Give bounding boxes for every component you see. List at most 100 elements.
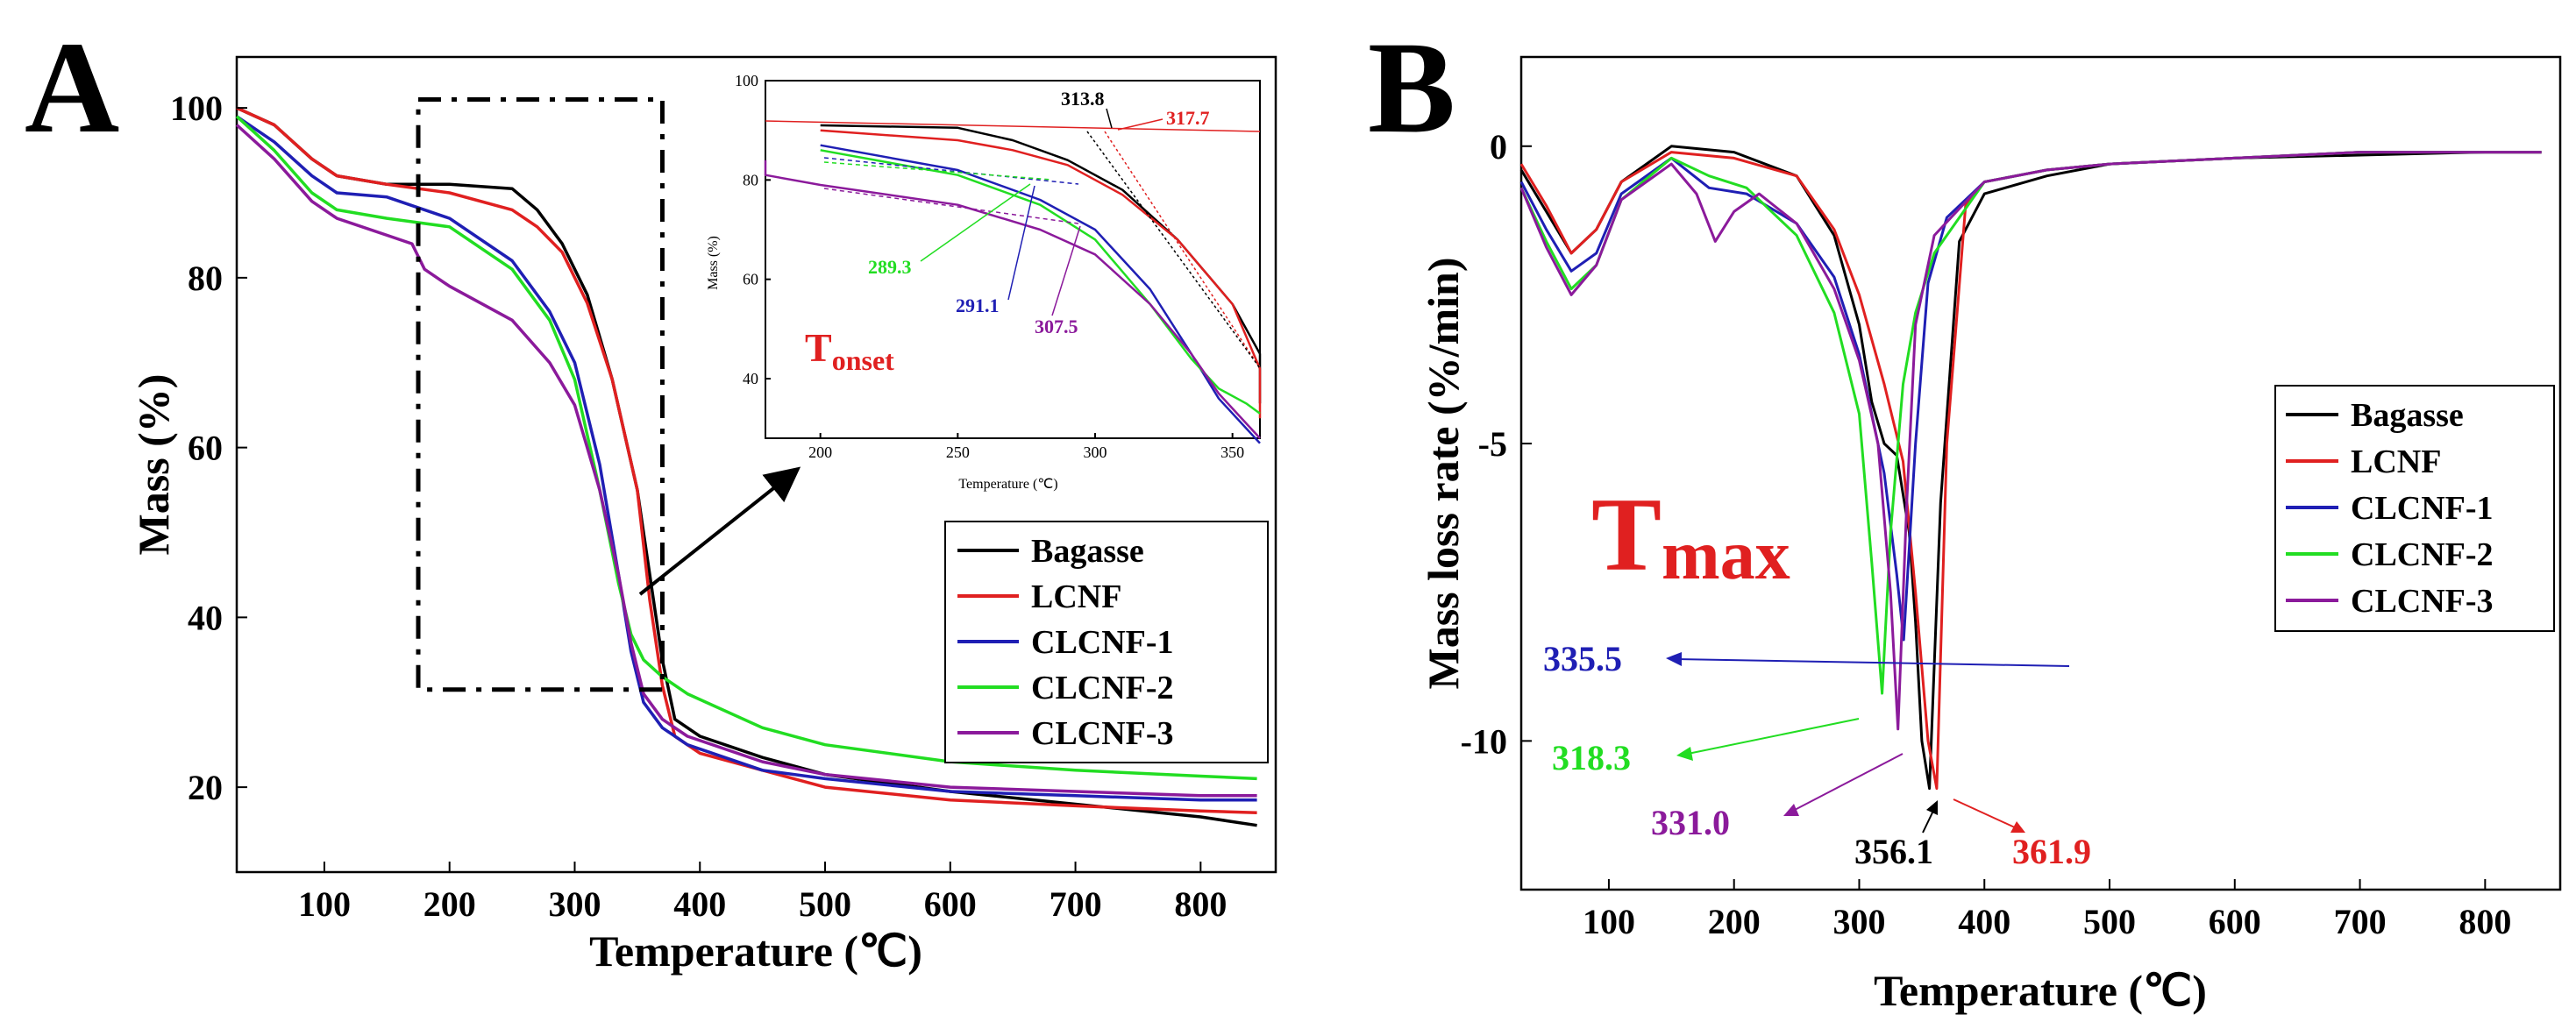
- y-tick-label: -10: [1461, 721, 1507, 761]
- legend-label-lcnf: LCNF: [1031, 578, 1121, 615]
- onset-pointer: [1106, 108, 1113, 129]
- panel-letter-a: A: [25, 15, 119, 160]
- series-line-clcnf-3: [1519, 151, 2542, 731]
- x-tick-label: 700: [1050, 884, 1102, 924]
- y-tick-label: 80: [188, 259, 223, 298]
- chart-panel-b: 100 200 300 400 500 600 700 800 0 -5 -10 Temperatu…: [1419, 55, 2562, 1015]
- onset-pointer: [1117, 118, 1163, 131]
- zoom-region-box: [416, 96, 665, 692]
- inset-chart: 200 250 300 350 40 60 80 100 Temperature (℃) Ma…: [706, 72, 1262, 492]
- series-line-lcnf: [820, 129, 1262, 419]
- legend-b: Bagasse LCNF CLCNF-1 CLCNF-2 CLCNF-3: [2274, 385, 2555, 632]
- tmax-arrowhead: [2010, 821, 2025, 833]
- chart-panel-a: 100 200 300 400 500 600 700 800 20 40 60 80 100 Temp…: [129, 55, 1277, 976]
- y-tick-label: 80: [743, 171, 758, 188]
- legend-label-clcnf-1: CLCNF-1: [1031, 624, 1174, 661]
- onset-label-clcnf-2: 289.3: [868, 256, 912, 278]
- series-line-bagasse: [820, 124, 1262, 404]
- y-tick-label: 100: [735, 72, 758, 89]
- inset-frame: [765, 80, 1261, 439]
- x-tick-label: 100: [1583, 902, 1635, 941]
- x-tick-label: 200: [1708, 902, 1761, 941]
- inset-y-axis-label: Mass (%): [706, 236, 721, 290]
- tmax-annotations: 335.5 318.3 331.0 356.1 361.9: [1543, 639, 2091, 871]
- x-axis-label-a: Temperature (℃): [589, 926, 922, 976]
- legend-label-clcnf-3: CLCNF-3: [1031, 715, 1174, 752]
- tmax-label-bagasse: 356.1: [1854, 832, 1933, 871]
- legend-label-bagasse: Bagasse: [2351, 397, 2464, 434]
- x-tick-label: 600: [924, 884, 977, 924]
- tangent-line: [823, 157, 1079, 185]
- series-group-a: [235, 106, 1257, 827]
- onset-label-bagasse: 313.8: [1061, 88, 1105, 110]
- tmax-pointer: [1953, 798, 2017, 829]
- x-tick-label: 800: [1174, 884, 1227, 924]
- legend-label-lcnf: LCNF: [2351, 443, 2441, 480]
- panel-letter-b: B: [1368, 15, 1455, 160]
- x-tick-label: 400: [673, 884, 726, 924]
- tangent-line: [1086, 131, 1261, 369]
- x-tick-label: 300: [1832, 902, 1885, 941]
- x-tick-label: 700: [2334, 902, 2387, 941]
- x-tick-label: 350: [1220, 443, 1244, 461]
- legend-label-clcnf-3: CLCNF-3: [2351, 583, 2494, 620]
- onset-label-lcnf: 317.7: [1166, 107, 1210, 129]
- series-line-clcnf-3: [235, 124, 1257, 798]
- onset-pointer: [920, 183, 1031, 262]
- tmax-pointer: [1676, 658, 2070, 667]
- legend-a: Bagasse LCNF CLCNF-1 CLCNF-2 CLCNF-3: [944, 521, 1269, 763]
- inset-ticks: 200 250 300 350 40 60 80 100: [735, 72, 1244, 461]
- ticks-b: 100 200 300 400 500 600 700 800 0 -5 -10: [1461, 127, 2512, 941]
- y-tick-label: 40: [188, 598, 223, 637]
- x-tick-label: 200: [423, 884, 476, 924]
- legend-label-clcnf-1: CLCNF-1: [2351, 490, 2494, 527]
- x-axis-label-b: Temperature (℃): [1874, 966, 2207, 1015]
- x-tick-label: 300: [1084, 443, 1107, 461]
- series-line-clcnf-3: [764, 160, 1261, 439]
- onset-tangent-lines: [765, 120, 1261, 369]
- y-tick-label: 20: [188, 768, 223, 807]
- tmax-label-clcnf-1: 335.5: [1543, 639, 1622, 678]
- tmax-label-lcnf: 361.9: [2012, 832, 2091, 871]
- inset-x-axis-label: Temperature (℃): [958, 477, 1057, 492]
- series-line-lcnf: [236, 106, 1257, 814]
- tmax-arrowhead: [1783, 804, 1799, 816]
- series-line-clcnf-1: [820, 144, 1261, 444]
- tmax-pointer: [1687, 718, 1860, 755]
- plot-frame-b: [1519, 55, 2562, 891]
- tmax-label-clcnf-2: 318.3: [1552, 738, 1631, 777]
- y-axis-label-a: Mass (%): [129, 374, 178, 556]
- legend-label-clcnf-2: CLCNF-2: [2351, 536, 2494, 573]
- onset-label-clcnf-3: 307.5: [1035, 316, 1078, 337]
- tangent-line: [823, 188, 1079, 224]
- x-tick-label: 500: [799, 884, 851, 924]
- x-tick-label: 200: [808, 443, 832, 461]
- legend-label-clcnf-2: CLCNF-2: [1031, 670, 1174, 706]
- tangent-line: [823, 161, 1053, 181]
- tmax-pointer: [1922, 810, 1934, 834]
- inset-series: [764, 124, 1262, 444]
- ticks-a: 100 200 300 400 500 600 700 800 20 40 60 80 100: [170, 89, 1227, 924]
- tmax-pointer: [1792, 753, 1904, 812]
- onset-pointer: [1007, 185, 1035, 301]
- zoom-arrow: [638, 466, 801, 596]
- y-tick-label: 40: [743, 370, 758, 387]
- tmax-arrowhead: [1676, 747, 1693, 761]
- tmax-label-clcnf-3: 331.0: [1651, 803, 1730, 842]
- x-tick-label: 800: [2459, 902, 2511, 941]
- x-tick-label: 600: [2209, 902, 2261, 941]
- x-tick-label: 250: [946, 443, 970, 461]
- tangent-line: [765, 120, 1261, 132]
- y-tick-label: 0: [1490, 127, 1507, 167]
- y-tick-label: 100: [170, 89, 223, 128]
- x-tick-label: 400: [1958, 902, 2010, 941]
- onset-label-clcnf-1: 291.1: [956, 294, 1000, 316]
- legend-label-bagasse: Bagasse: [1031, 533, 1144, 570]
- x-tick-label: 100: [298, 884, 351, 924]
- series-group-b: [1519, 145, 2542, 791]
- plot-frame-a: [235, 55, 1277, 874]
- x-tick-label: 500: [2083, 902, 2136, 941]
- onset-pointer: [1051, 225, 1081, 316]
- tmax-arrowhead: [1926, 800, 1938, 815]
